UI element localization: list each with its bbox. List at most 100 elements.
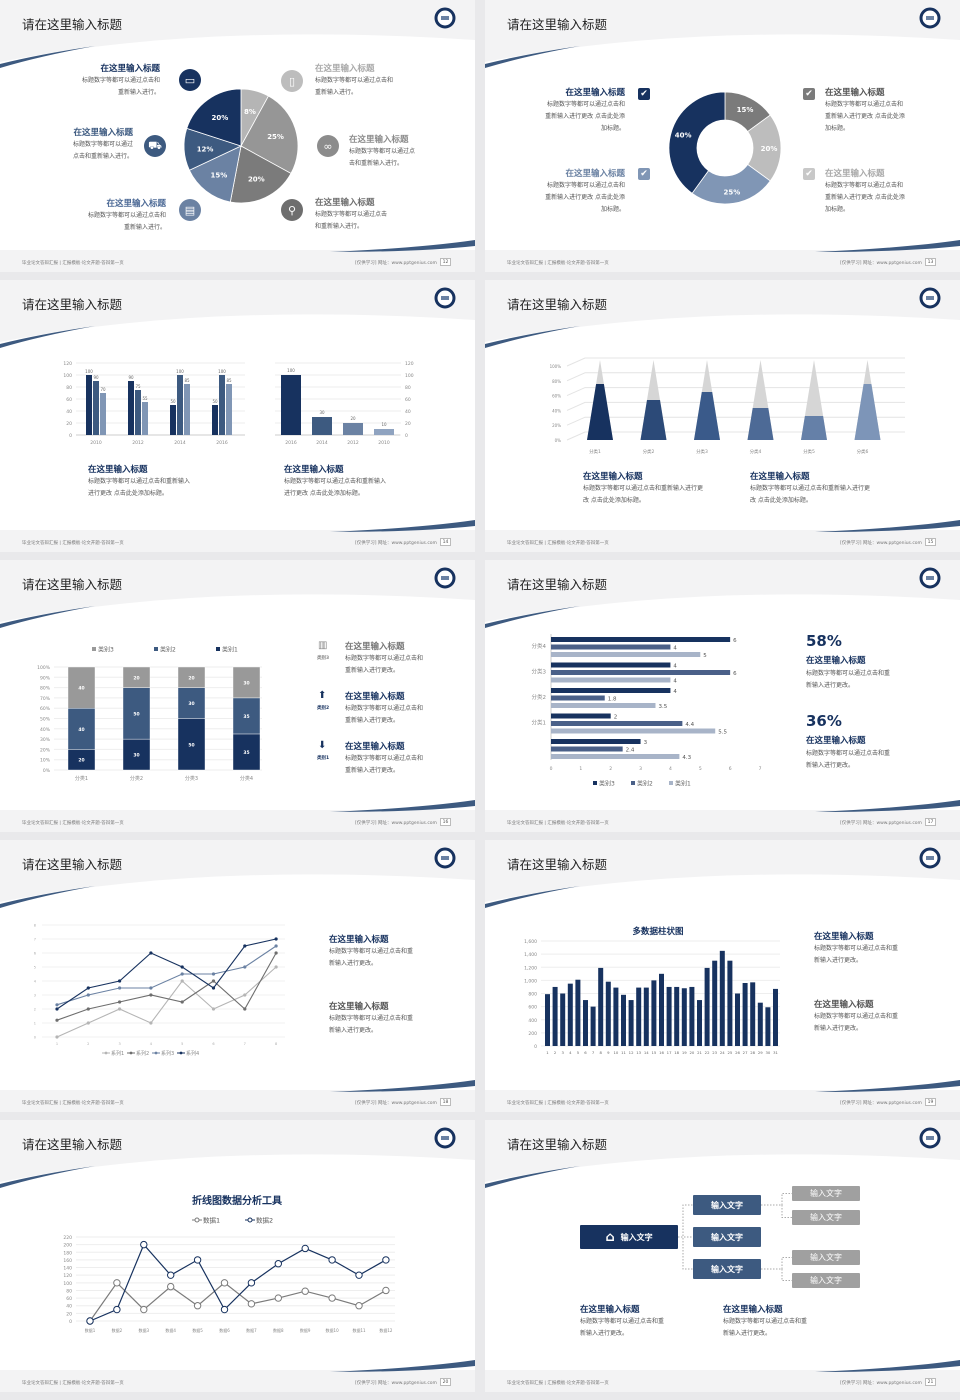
node-label: 输入文字 (620, 1232, 653, 1242)
item-heading: 在这里输入标题 (723, 1305, 783, 1315)
bar (704, 967, 710, 1046)
legend-label: 类别2 (637, 780, 653, 788)
legend-swatch (154, 647, 158, 651)
x-tick-label: 17 (667, 1050, 672, 1055)
x-tick-label: 3 (639, 766, 642, 772)
data-label: 100 (218, 369, 226, 374)
y-tick-label: 4 (34, 980, 37, 984)
leaf-node[interactable]: 输入文字 (792, 1210, 860, 1225)
logo-mark (441, 16, 449, 20)
data-point (220, 1279, 229, 1287)
x-tick-label: 23 (712, 1050, 717, 1055)
series-line (56, 945, 277, 1006)
x-tick-label: 31 (773, 1050, 778, 1055)
page-number: 15 (925, 538, 936, 546)
mid-node[interactable]: 输入文字 (693, 1195, 761, 1215)
data-point (274, 951, 278, 955)
stacked-bar-chart: 0% 10% 20% 30% 40% 50% 60% 70% 80% 90% 100% 类别3 类别2 类… (37, 646, 262, 782)
footer-right: [仅供学习] 网址：www.pptgenius.com (355, 541, 437, 546)
data-point (243, 944, 247, 948)
page-number: 18 (440, 1098, 451, 1106)
leaf-node[interactable]: 输入文字 (792, 1273, 860, 1288)
bar (636, 987, 642, 1046)
y-tick-label: 200 (63, 1243, 72, 1249)
stat-value: 36% (806, 712, 842, 730)
pie-slice (240, 95, 299, 175)
leaf-node[interactable]: 输入文字 (792, 1250, 860, 1265)
x-tick-label: 分类1 (589, 448, 601, 455)
page-number: 20 (440, 1378, 451, 1386)
bar (651, 980, 657, 1046)
bar (643, 987, 649, 1046)
item-body: 标题数字等都可以通过点击 和重新输入进行。 (315, 211, 388, 230)
slice-label: 25% (724, 188, 741, 196)
data-label: 35 (243, 750, 249, 756)
slice-label: 20% (211, 114, 228, 122)
footer-right: [仅供学习] 网址：www.pptgenius.com (840, 821, 922, 826)
y-tick-label: 120 (63, 361, 72, 367)
data-label: 3 (644, 740, 648, 746)
data-point (149, 986, 153, 990)
x-tick-label: 数据5 (192, 1327, 203, 1333)
bar (219, 375, 225, 435)
y-tick-label: 60% (552, 394, 561, 399)
data-label: 40 (78, 727, 84, 733)
root-node[interactable]: ⌂ 输入文字 (580, 1225, 678, 1249)
y-tick-label: 6 (34, 952, 36, 956)
data-point (118, 979, 122, 983)
slide-background (0, 1127, 475, 1372)
legend-marker (194, 1217, 200, 1223)
item-heading: 在这里输入标题 (345, 642, 405, 652)
bar (212, 405, 218, 435)
bicycle-icon: ⚲ (281, 199, 303, 221)
slide-background (485, 287, 960, 532)
y-tick-label: 400 (528, 1018, 537, 1024)
bar (86, 375, 92, 435)
pyramid-bar (747, 408, 774, 440)
mid-node[interactable]: 输入文字 (693, 1259, 761, 1279)
item-heading: 在这里输入标题 (88, 465, 148, 475)
book-icon: ▤ (179, 199, 201, 221)
y-tick-label: 1,400 (524, 952, 537, 958)
chart-title: 折线图数据分析工具 (192, 1194, 282, 1207)
legend-label: 系列4 (186, 1050, 199, 1057)
content-area (0, 874, 475, 1090)
item-body: 标题数字等都可以通过点击和 重新输入进行。 (87, 212, 166, 231)
data-point (274, 1260, 282, 1268)
stacked-segment (122, 687, 151, 740)
data-label: 4.4 (685, 722, 694, 728)
item-body: 标题数字等都可以通过点击和 重新输入进行更改。 (345, 705, 424, 724)
legend-label: 类别3 (599, 780, 615, 788)
bar (551, 739, 641, 744)
data-point (167, 1282, 175, 1291)
x-tick-label: 数据3 (139, 1327, 150, 1333)
decor-swoosh-right (815, 1360, 960, 1372)
y-tick-label: 1,600 (524, 939, 537, 945)
bar (551, 652, 701, 657)
legend-label: 类别1 (222, 646, 238, 654)
footer-left: 毕业论文答辩汇报 | 汇报模板·论文开题·答辩第一页 (22, 1101, 124, 1106)
data-label: 4 (673, 689, 677, 695)
data-label: 85 (226, 378, 232, 383)
data-point (211, 972, 216, 976)
mid-node[interactable]: 输入文字 (693, 1227, 761, 1247)
logo-mark (926, 576, 934, 580)
x-tick-label: 6 (584, 1050, 587, 1055)
page-number: 13 (925, 258, 936, 266)
footer-left: 毕业论文答辩汇报 | 汇报模板·论文开题·答辩第一页 (507, 541, 609, 546)
y-tick-label: 8 (34, 924, 36, 928)
decor-swoosh-right (330, 1080, 475, 1092)
legend-marker (179, 1051, 183, 1055)
item-body: 标题数字等都可以通过点击和重 新输入进行更改。 (814, 945, 899, 964)
item-heading: 在这里输入标题 (349, 135, 409, 145)
gridline (566, 387, 905, 397)
footer-left: 毕业论文答辩汇报 | 汇报模板·论文开题·答辩第一页 (507, 1381, 609, 1386)
item-body: 标题数字等都可以通过点击和重新输入进行更 改 点击此处添加标题。 (750, 485, 871, 504)
leaf-node[interactable]: 输入文字 (792, 1186, 860, 1201)
footer-right: [仅供学习] 网址：www.pptgenius.com (355, 1381, 437, 1386)
item-body: 标题数字等都可以通过点击和 重新输入进行更改。 (345, 755, 424, 774)
item-body: 标题数字等都可以通过点击和 重新输入进行更改 点击此处添 加标题。 (545, 101, 625, 132)
page-number: 17 (925, 818, 936, 826)
slide-7: 请在这里输入标题 毕业论文答辩汇报 | 汇报模板·论文开题·答辩第一页 [仅供学习]… (0, 840, 475, 1112)
legend-swatch (631, 781, 635, 785)
